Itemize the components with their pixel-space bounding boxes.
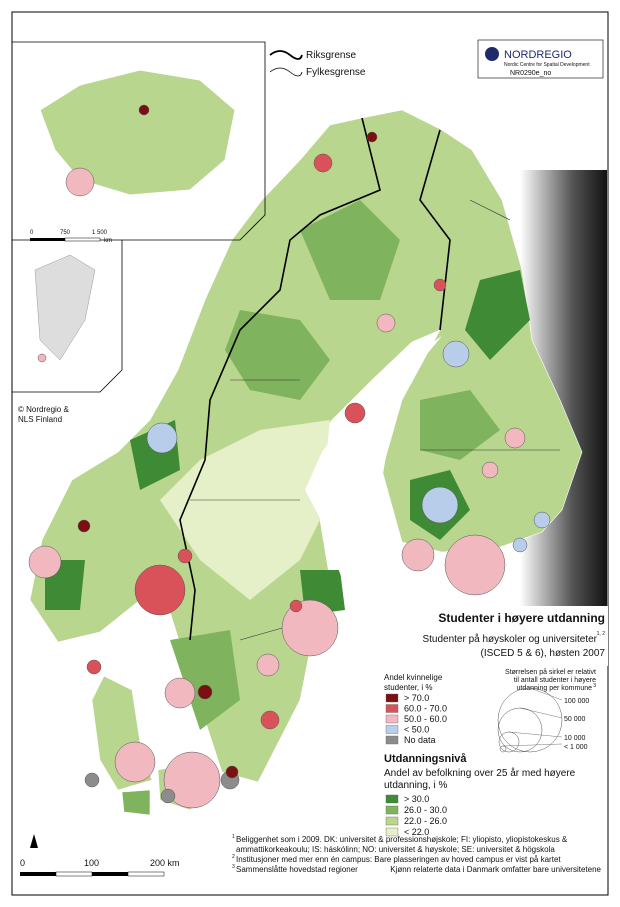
legend-swatch bbox=[385, 725, 399, 734]
legend-swatch bbox=[385, 794, 399, 804]
circle bbox=[138, 104, 150, 116]
legend-label: No data bbox=[404, 735, 436, 745]
scale-label: 1 500 bbox=[92, 230, 108, 236]
circle bbox=[65, 167, 95, 197]
logo-tagline: Nordic Centre for Spatial Development bbox=[504, 62, 590, 68]
legend-swatch bbox=[385, 816, 399, 826]
legend-label: < 50.0 bbox=[404, 725, 429, 735]
legend-swatch bbox=[385, 714, 399, 724]
logo-code: NR0290e_no bbox=[510, 70, 551, 77]
scale-bar bbox=[20, 834, 165, 877]
footnote: Sammenslåtte hovedstad regioner bbox=[236, 865, 358, 874]
copyright: NLS Finland bbox=[18, 415, 62, 424]
size-legend-text: til antall studenter i høyere bbox=[514, 677, 596, 684]
legend-swatch bbox=[385, 693, 399, 703]
legend-label: > 70.0 bbox=[404, 693, 429, 703]
size-legend-text: Størrelsen på sirkel er relativt bbox=[505, 668, 596, 676]
inset-frame bbox=[12, 240, 123, 393]
legend-label: 60.0 - 70.0 bbox=[404, 704, 447, 714]
footnote-ref: 1 bbox=[232, 834, 235, 840]
legend-label: 50.0 - 60.0 bbox=[404, 714, 447, 724]
logo-mark bbox=[485, 47, 499, 61]
footnote-ref: 3 bbox=[593, 683, 596, 689]
footnote: Institusjoner med mer enn én campus: Bar… bbox=[236, 855, 561, 864]
national-border-symbol bbox=[269, 50, 303, 60]
legend-subtitle: utdanning, i % bbox=[384, 780, 447, 791]
scale-label: 750 bbox=[60, 230, 71, 236]
legend-label: 22.0 - 26.0 bbox=[404, 816, 447, 826]
scale-label: 0 bbox=[20, 858, 25, 868]
scale-label: 100 bbox=[84, 858, 99, 868]
legend-label: Riksgrense bbox=[306, 50, 356, 61]
footnote-ref: 1, 2 bbox=[597, 631, 606, 637]
iceland bbox=[39, 69, 236, 196]
footnotes: 1 Beliggenhet som i 2009. DK: universite… bbox=[232, 834, 602, 874]
legend-subtitle: Andel av befolkning over 25 år med høyer… bbox=[384, 767, 576, 779]
legend-swatch bbox=[385, 805, 399, 815]
footnote: ammattikorkeakoulu; IS: háskólinn; NO: u… bbox=[236, 845, 555, 854]
legend-title: studenter, i % bbox=[384, 683, 432, 692]
subtitle: (ISCED 5 & 6), høsten 2007 bbox=[480, 648, 605, 659]
size-legend: Størrelsen på sirkel er relativt til ant… bbox=[497, 668, 596, 753]
scale-unit: km bbox=[104, 238, 112, 244]
footnote-ref: 2 bbox=[232, 854, 235, 860]
logo-box bbox=[477, 39, 604, 79]
legend-swatch bbox=[385, 704, 399, 713]
subtitle: Studenter på høyskoler og universiteter bbox=[422, 633, 597, 645]
title: Studenter i høyere utdanning bbox=[438, 611, 605, 625]
legend-label: < 22.0 bbox=[404, 827, 429, 837]
legend-label: Fylkesgrense bbox=[306, 67, 366, 78]
size-label: 10 000 bbox=[564, 735, 586, 742]
mainland bbox=[29, 109, 583, 816]
inset-frame bbox=[12, 41, 266, 241]
scale-label: 200 km bbox=[150, 858, 180, 868]
legend-label: > 30.0 bbox=[404, 794, 429, 804]
regional-border-symbol bbox=[269, 67, 303, 77]
legend-swatch bbox=[385, 735, 399, 745]
footnote-ref: 3 bbox=[232, 864, 235, 870]
size-label: 100 000 bbox=[564, 698, 589, 705]
footnote: Kjønn relaterte data i Danmark omfatter … bbox=[390, 865, 601, 874]
size-label: 50 000 bbox=[564, 716, 586, 723]
circles bbox=[28, 131, 551, 809]
legend-title: Utdanningsnivå bbox=[384, 753, 467, 765]
logo-name: NORDREGIO bbox=[504, 49, 572, 61]
copyright: © Nordregio & bbox=[18, 405, 69, 414]
title-box bbox=[424, 606, 608, 666]
size-legend-text: utdanning per kommune bbox=[517, 685, 593, 692]
footnote: Beliggenhet som i 2009. DK: universitet … bbox=[236, 835, 568, 844]
circle bbox=[37, 353, 47, 363]
legend-title: Andel kvinnelige bbox=[384, 673, 443, 682]
greenland bbox=[34, 254, 96, 361]
size-label: < 1 000 bbox=[564, 744, 588, 751]
legend-label: 26.0 - 30.0 bbox=[404, 805, 447, 815]
scale-label: 0 bbox=[30, 230, 34, 236]
inset-scale-bar bbox=[30, 237, 101, 242]
legend-swatch bbox=[385, 827, 399, 837]
